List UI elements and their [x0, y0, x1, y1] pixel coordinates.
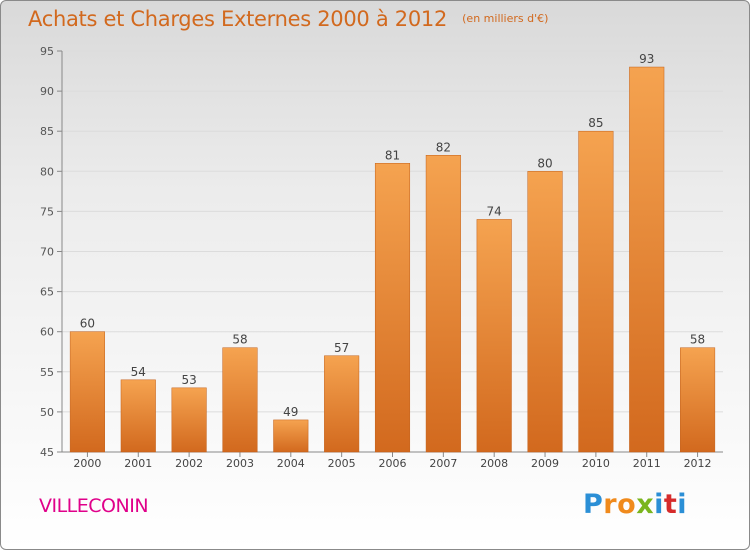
bar [69, 331, 105, 453]
bar-value-label: 85 [588, 116, 603, 130]
x-tick-label: 2004 [277, 457, 305, 470]
bar-value-label: 74 [487, 204, 502, 218]
x-tick-label: 2012 [684, 457, 712, 470]
bar-value-label: 58 [690, 333, 705, 347]
y-tick-label: 95 [40, 45, 54, 58]
x-tick-label: 2011 [633, 457, 661, 470]
title-row: Achats et Charges Externes 2000 à 2012 (… [28, 7, 548, 31]
commune-name: VILLECONIN [39, 495, 149, 517]
bar [680, 347, 716, 453]
bar-value-label: 81 [385, 148, 400, 162]
chart-title: Achats et Charges Externes 2000 à 2012 [28, 7, 448, 31]
y-tick-label: 50 [40, 406, 54, 419]
bar-value-label: 58 [232, 333, 247, 347]
bar-value-label: 54 [131, 365, 146, 379]
bar [324, 355, 360, 453]
x-tick-label: 2003 [226, 457, 254, 470]
bar-value-label: 49 [283, 405, 298, 419]
x-tick-label: 2005 [328, 457, 356, 470]
y-tick-label: 45 [40, 446, 54, 459]
bar-value-label: 82 [436, 140, 451, 154]
bars [69, 66, 716, 453]
bar [527, 171, 563, 453]
bar-value-label: 57 [334, 341, 349, 355]
bar [374, 163, 411, 453]
y-tick-label: 85 [40, 125, 54, 138]
bar [476, 219, 512, 453]
x-tick-label: 2008 [480, 457, 508, 470]
y-tick-label: 65 [40, 286, 54, 299]
bar-value-label: 93 [639, 52, 654, 66]
bar-value-label: 60 [80, 317, 95, 331]
bar [120, 379, 156, 453]
bar-value-label: 53 [181, 373, 196, 387]
tick-labels: 45 50 55 60 65 70 75 80 85 90 95 2000 2001 2002 2003 20… [40, 45, 712, 470]
y-tick-label: 60 [40, 326, 54, 339]
x-tick-label: 2002 [175, 457, 203, 470]
bar [629, 66, 665, 453]
y-tick-label: 70 [40, 246, 54, 259]
x-tick-label: 2010 [582, 457, 610, 470]
y-tick-label: 75 [40, 205, 54, 218]
bar [425, 155, 461, 453]
chart-subtitle: (en milliers d'€) [462, 12, 549, 25]
bar [171, 387, 207, 453]
y-tick-label: 90 [40, 85, 54, 98]
proxiti-logo[interactable]: Proxiti [583, 489, 688, 520]
x-tick-label: 2006 [379, 457, 407, 470]
bar [578, 130, 614, 453]
bar [273, 419, 309, 453]
y-tick-label: 55 [40, 366, 54, 379]
x-tick-label: 2007 [429, 457, 457, 470]
x-tick-label: 2001 [124, 457, 152, 470]
bar-value-label: 80 [537, 156, 552, 170]
y-tick-label: 80 [40, 165, 54, 178]
bar [222, 347, 258, 453]
x-tick-label: 2009 [531, 457, 559, 470]
x-tick-label: 2000 [73, 457, 101, 470]
data-labels: 60 54 53 58 49 57 81 82 74 80 85 93 58 [80, 52, 705, 419]
